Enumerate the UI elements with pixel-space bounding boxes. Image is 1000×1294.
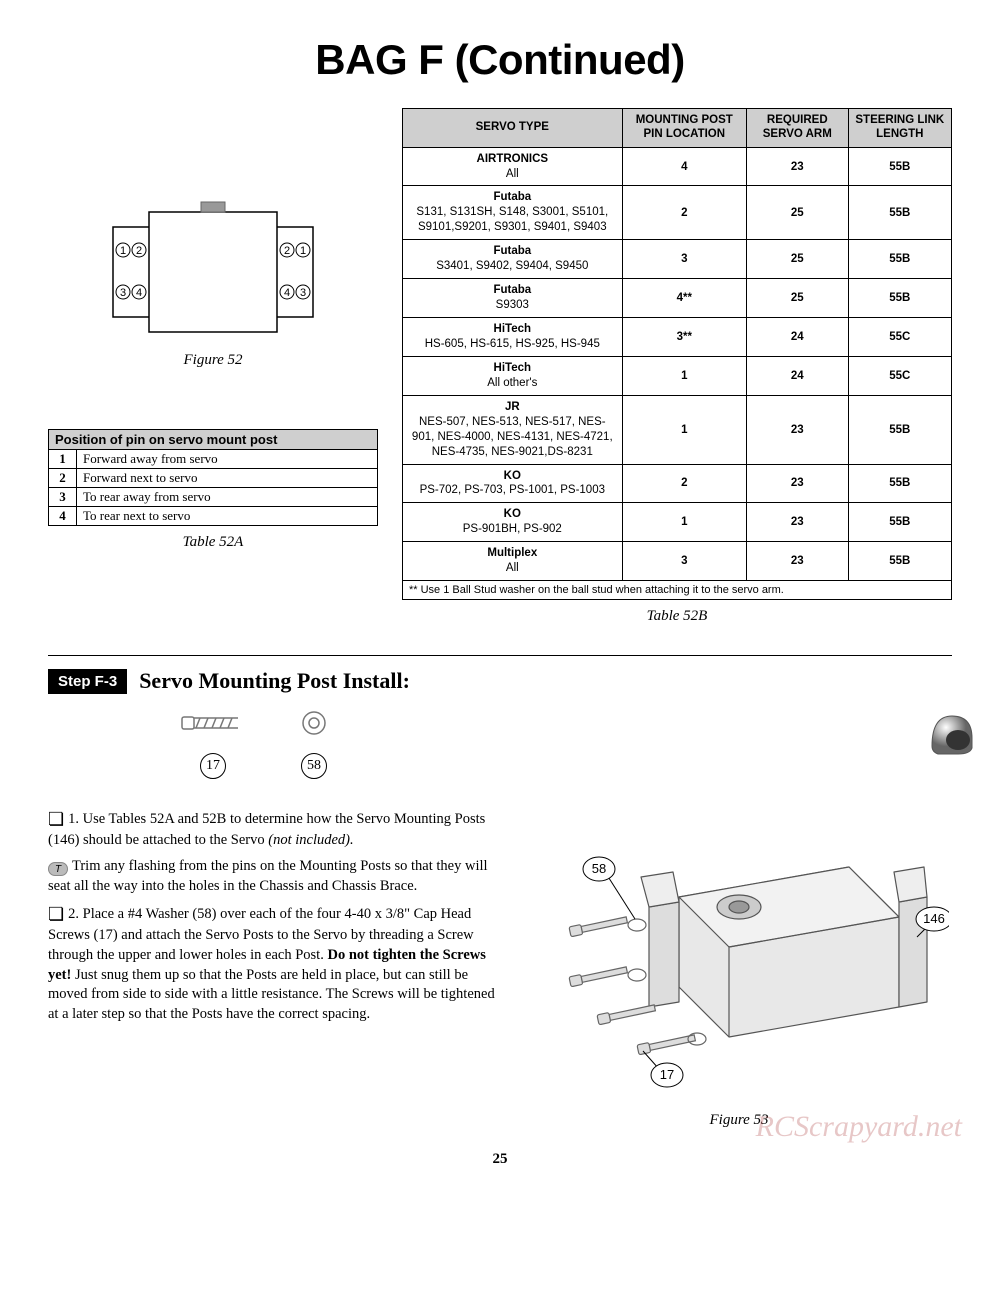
table-row: 55B: [848, 395, 951, 464]
table-row: FutabaS3401, S9402, S9404, S9450: [403, 240, 623, 279]
svg-text:4: 4: [136, 287, 142, 299]
svg-text:17: 17: [660, 1067, 674, 1082]
table-52a-header: Position of pin on servo mount post: [49, 430, 378, 450]
table-52a-caption: Table 52A: [48, 534, 378, 551]
part-label-17: 17: [200, 753, 226, 779]
helmet-icon: [922, 708, 978, 763]
table-row: 25: [746, 279, 848, 318]
table-row: To rear next to servo: [77, 507, 378, 526]
table-row: 23: [746, 395, 848, 464]
table-row: 55B: [848, 279, 951, 318]
col-arm: REQUIRED SERVO ARM: [746, 109, 848, 148]
figure-52-caption: Figure 52: [48, 352, 378, 369]
table-row: To rear away from servo: [77, 488, 378, 507]
table-row: KOPS-901BH, PS-902: [403, 503, 623, 542]
table-row: AIRTRONICSAll: [403, 147, 623, 186]
table-row: 4: [622, 147, 746, 186]
col-link: STEERING LINK LENGTH: [848, 109, 951, 148]
table-row: FutabaS131, S131SH, S148, S3001, S5101, …: [403, 186, 623, 240]
table-row: KOPS-702, PS-703, PS-1001, PS-1003: [403, 464, 623, 503]
svg-text:1: 1: [120, 245, 126, 257]
table-row: MultiplexAll: [403, 542, 623, 581]
tip-icon: T: [48, 862, 68, 876]
table-row: 24: [746, 356, 848, 395]
table-row: 1: [49, 450, 77, 469]
table-row: 2: [622, 186, 746, 240]
figure-52: 1 2 3 4 2 1 4 3 Figure 52: [48, 192, 378, 369]
table-row: 3: [49, 488, 77, 507]
table-52b-caption: Table 52B: [402, 608, 952, 625]
table-row: 4: [49, 507, 77, 526]
svg-text:2: 2: [284, 245, 290, 257]
table-row: 4**: [622, 279, 746, 318]
section-rule: [48, 655, 952, 656]
svg-text:58: 58: [592, 861, 606, 876]
table-row: 55B: [848, 186, 951, 240]
table-row: 1: [622, 503, 746, 542]
table-row: 55B: [848, 464, 951, 503]
part-58: 58: [294, 708, 334, 779]
table-row: 55C: [848, 318, 951, 357]
table-row: 55B: [848, 503, 951, 542]
step-badge: Step F-3: [48, 669, 127, 694]
svg-text:4: 4: [284, 287, 290, 299]
table-row: 3: [622, 542, 746, 581]
table-row: HiTechHS-605, HS-615, HS-925, HS-945: [403, 318, 623, 357]
table-row: 23: [746, 147, 848, 186]
page-number: 25: [48, 1151, 952, 1168]
table-row: 24: [746, 318, 848, 357]
table-row: Forward next to servo: [77, 469, 378, 488]
figure-53: 58 17 146 Figure 53: [526, 807, 952, 1129]
step-title: Servo Mounting Post Install:: [139, 668, 410, 694]
table-row: 55B: [848, 542, 951, 581]
svg-text:146: 146: [923, 911, 945, 926]
checkbox-icon: ❏: [48, 809, 64, 829]
table-row: 25: [746, 240, 848, 279]
table-row: 1: [622, 395, 746, 464]
svg-text:1: 1: [300, 245, 306, 257]
svg-text:3: 3: [120, 287, 126, 299]
table-row: 55B: [848, 240, 951, 279]
table-52a: Position of pin on servo mount post 1For…: [48, 429, 378, 526]
table-row: 3: [622, 240, 746, 279]
table-row: 3**: [622, 318, 746, 357]
col-servo-type: SERVO TYPE: [403, 109, 623, 148]
table-row: 55C: [848, 356, 951, 395]
table-row: FutabaS9303: [403, 279, 623, 318]
table-row: 1: [622, 356, 746, 395]
table-52b: SERVO TYPE MOUNTING POST PIN LOCATION RE…: [402, 108, 952, 600]
checkbox-icon: ❏: [48, 904, 64, 924]
table-row: 2: [49, 469, 77, 488]
svg-text:3: 3: [300, 287, 306, 299]
col-pin: MOUNTING POST PIN LOCATION: [622, 109, 746, 148]
table-row: 55B: [848, 147, 951, 186]
part-label-58: 58: [301, 753, 327, 779]
svg-text:2: 2: [136, 245, 142, 257]
figure-53-caption: Figure 53: [526, 1112, 952, 1129]
table-row: 23: [746, 542, 848, 581]
table-row: 2: [622, 464, 746, 503]
table-row: 23: [746, 464, 848, 503]
table-row: Forward away from servo: [77, 450, 378, 469]
page-title: BAG F (Continued): [48, 36, 952, 84]
table-52b-footnote: ** Use 1 Ball Stud washer on the ball st…: [403, 581, 952, 600]
table-row: 25: [746, 186, 848, 240]
table-row: 23: [746, 503, 848, 542]
table-row: HiTechAll other's: [403, 356, 623, 395]
part-17: 17: [178, 708, 248, 779]
instructions-text: ❏1. Use Tables 52A and 52B to determine …: [48, 807, 498, 1129]
table-row: JRNES-507, NES-513, NES-517, NES-901, NE…: [403, 395, 623, 464]
